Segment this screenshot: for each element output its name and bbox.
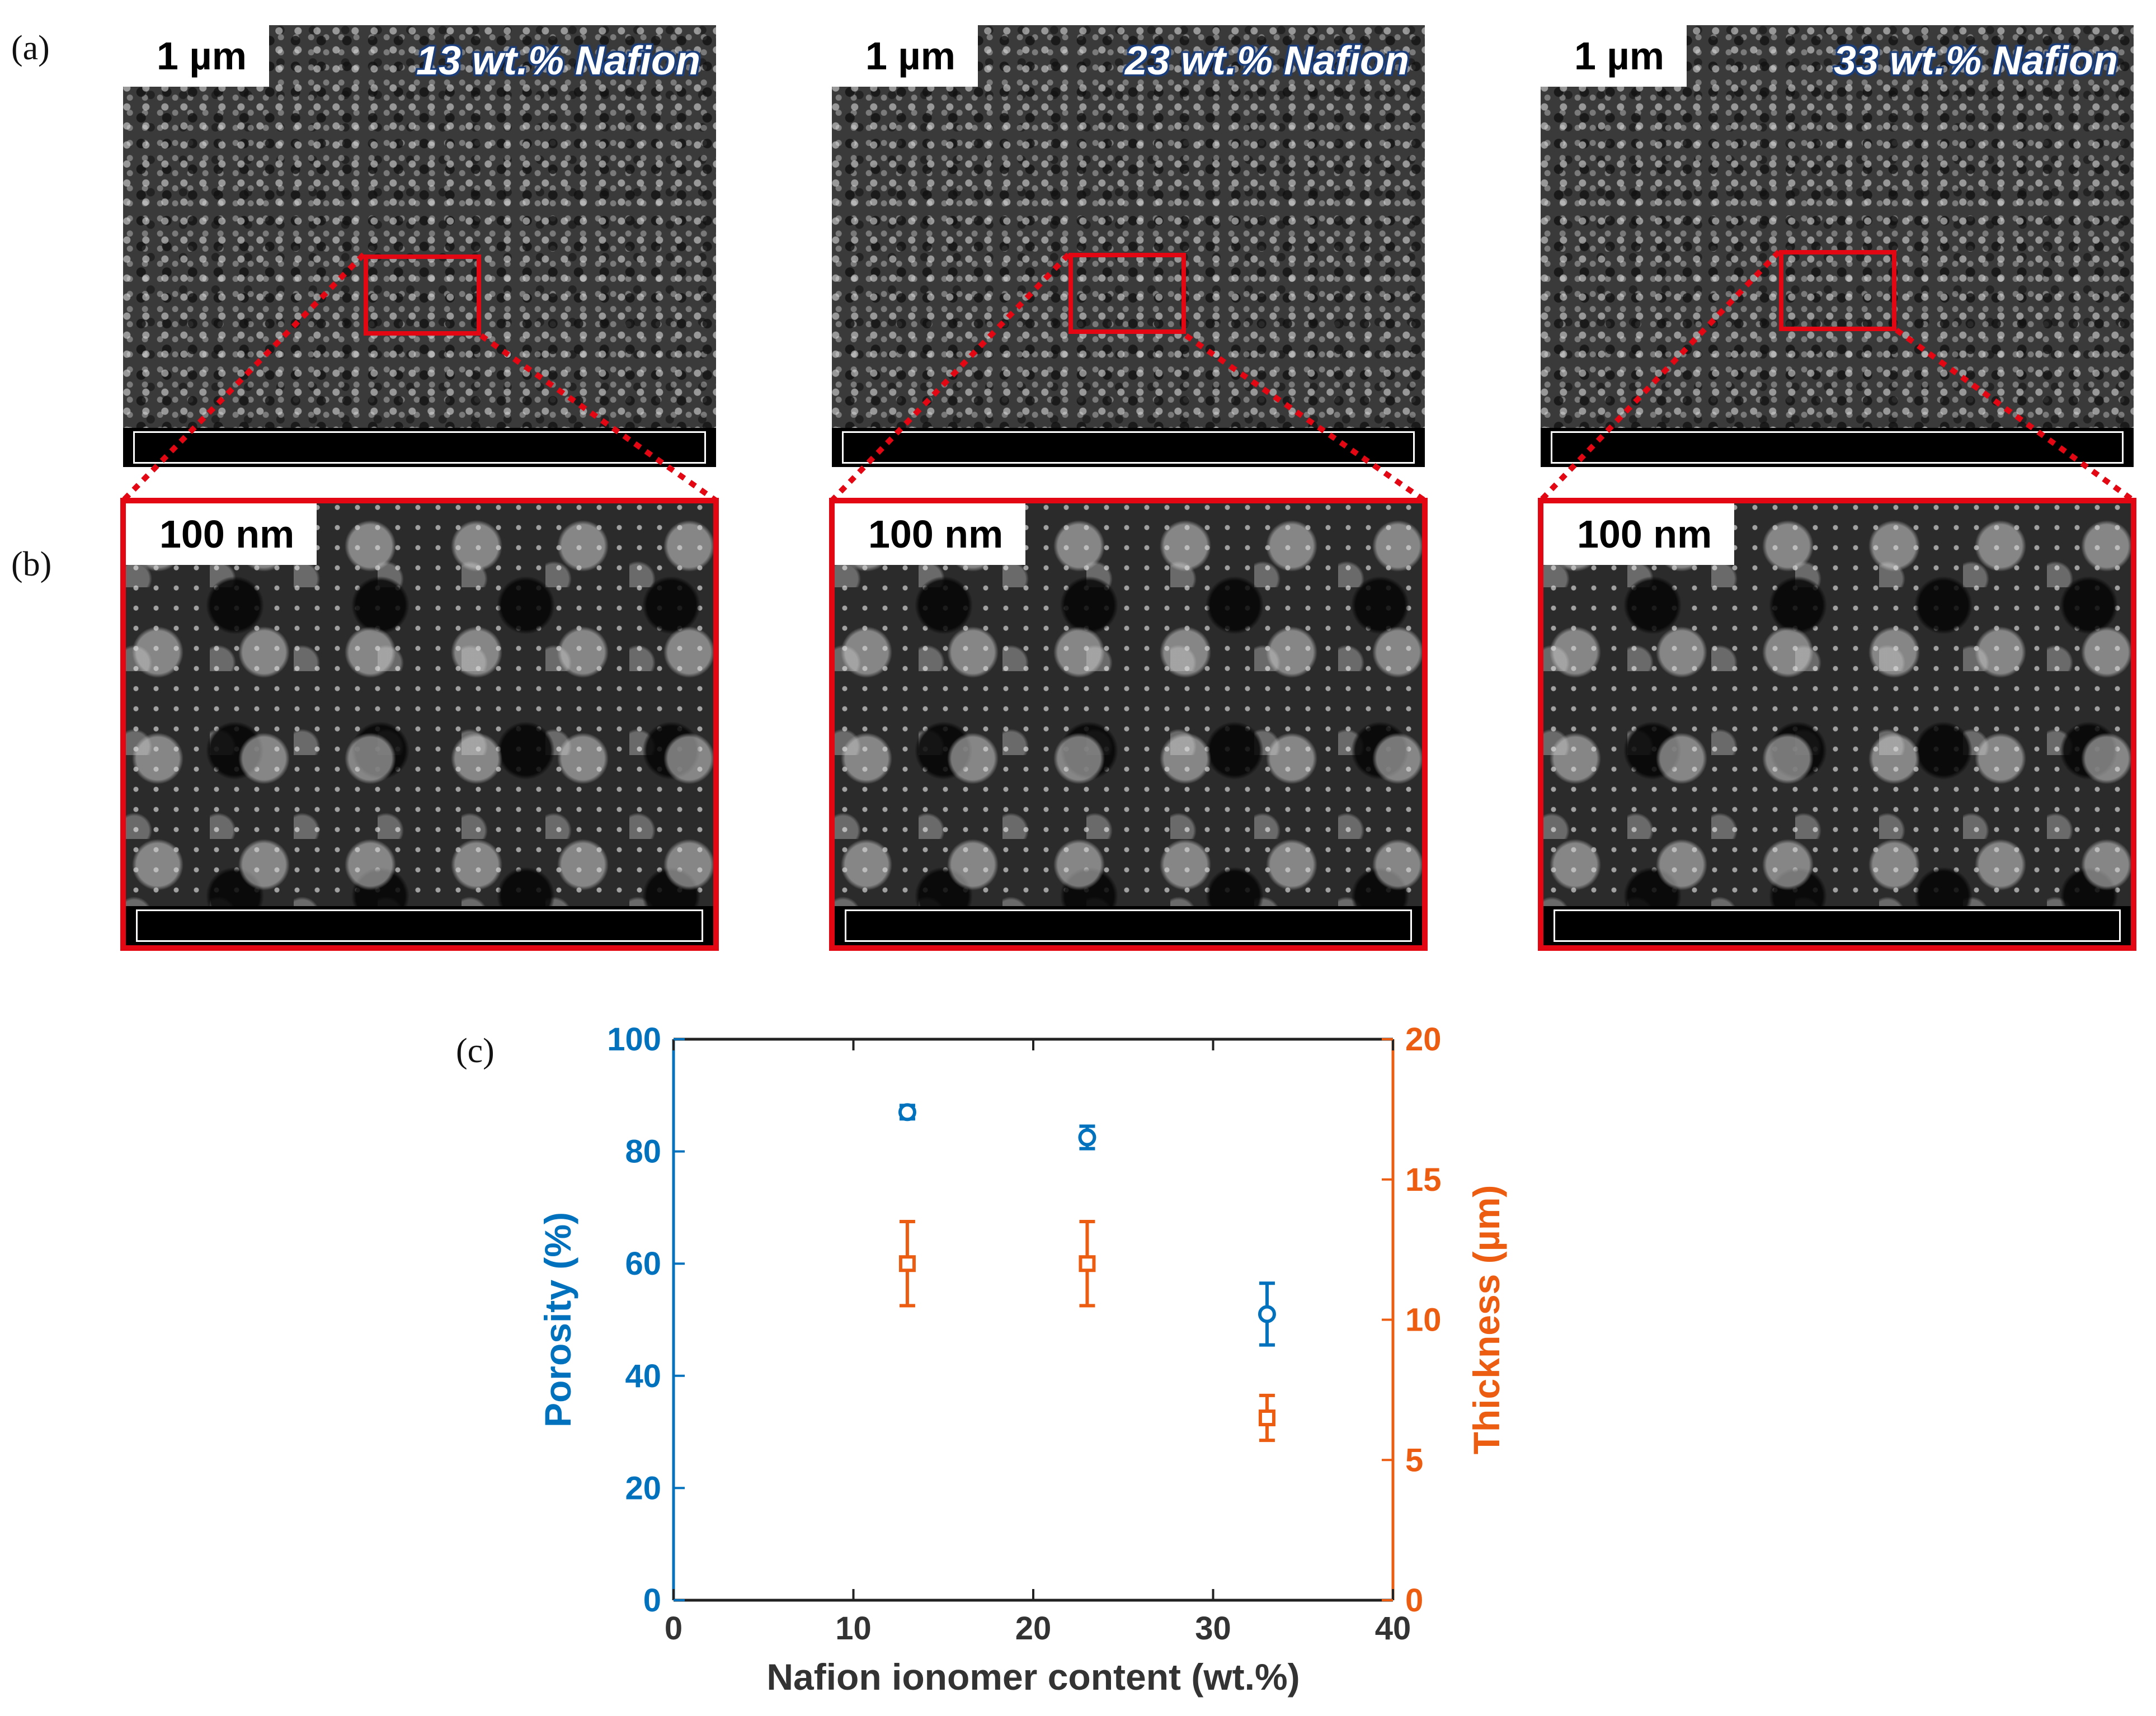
zoom-connector-line [1895,327,2135,503]
sem-low-mag-23: 1 µm 23 wt.% Nafion [832,25,1425,467]
x-tick-label: 0 [665,1610,682,1647]
left-y-tick-label: 40 [625,1358,661,1394]
scale-bar-label: 1 µm [832,25,978,87]
left-y-tick-label: 20 [625,1470,661,1506]
x-tick-label: 40 [1375,1610,1411,1647]
panel-label-c: (c) [456,1032,495,1070]
left-y-tick-label: 60 [625,1246,661,1282]
right-y-tick-label: 20 [1405,1021,1442,1058]
scale-bar-label: 100 nm [126,503,317,565]
sem-info-bar [1543,906,2131,945]
sem-info-bar [1541,428,2134,467]
x-tick-label: 20 [1015,1610,1052,1647]
scale-bar-label: 1 µm [1541,25,1687,87]
right-y-tick-label: 5 [1405,1442,1423,1478]
right-y-tick-label: 0 [1405,1582,1423,1619]
x-tick-label: 30 [1195,1610,1231,1647]
panel-label-a: (a) [11,29,50,67]
sem-low-mag-33: 1 µm 33 wt.% Nafion [1541,25,2134,467]
left-y-tick-label: 80 [625,1134,661,1170]
sem-low-mag-13: 1 µm 13 wt.% Nafion [123,25,716,467]
thickness-point [1258,1409,1275,1427]
right-y-tick-label: 15 [1405,1162,1442,1198]
zoom-region-box [1779,250,1896,331]
sem-info-bar [126,906,713,945]
sem-info-bar [123,428,716,467]
sem-high-mag-23: 100 nm [829,498,1428,951]
zoom-connector-line [1184,333,1427,503]
zoom-connector-line [121,252,366,503]
zoom-connector-line [1538,249,1781,503]
zoom-connector-line [830,252,1071,503]
right-y-tick-label: 10 [1405,1302,1442,1338]
left-y-tick-label: 100 [607,1021,661,1058]
sem-high-mag-33: 100 nm [1538,498,2136,951]
x-axis-label: Nafion ionomer content (wt.%) [766,1656,1300,1698]
porosity-point [1258,1305,1276,1323]
sample-label: 33 wt.% Nafion [1833,39,2118,83]
thickness-point [898,1255,916,1272]
sem-info-bar [832,428,1425,467]
porosity-point [898,1103,916,1121]
x-tick-label: 10 [835,1610,872,1647]
left-y-tick-label: 0 [643,1582,661,1619]
zoom-region-box [1068,253,1186,334]
scale-bar-label: 100 nm [835,503,1026,565]
zoom-region-box [364,254,481,336]
scale-bar-label: 1 µm [123,25,269,87]
right-y-axis-label: Thickness (µm) [1466,1185,1507,1455]
thickness-point [1079,1255,1096,1272]
scale-bar-label: 100 nm [1543,503,1735,565]
panel-label-b: (b) [11,545,52,583]
porosity-point [1078,1128,1096,1147]
sample-label: 13 wt.% Nafion [416,39,700,83]
sem-high-mag-13: 100 nm [120,498,719,951]
sem-info-bar [835,906,1422,945]
left-y-axis-label: Porosity (%) [537,1212,578,1427]
sample-label: 23 wt.% Nafion [1124,39,1409,83]
